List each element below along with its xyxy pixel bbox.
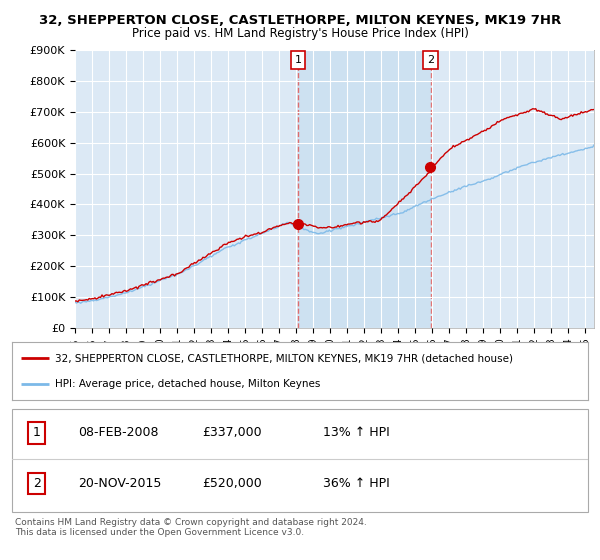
Text: 2: 2	[427, 55, 434, 64]
Text: 1: 1	[295, 55, 301, 64]
Text: 32, SHEPPERTON CLOSE, CASTLETHORPE, MILTON KEYNES, MK19 7HR: 32, SHEPPERTON CLOSE, CASTLETHORPE, MILT…	[39, 14, 561, 27]
Text: 13% ↑ HPI: 13% ↑ HPI	[323, 426, 390, 439]
Text: £520,000: £520,000	[202, 477, 262, 490]
Text: 32, SHEPPERTON CLOSE, CASTLETHORPE, MILTON KEYNES, MK19 7HR (detached house): 32, SHEPPERTON CLOSE, CASTLETHORPE, MILT…	[55, 353, 513, 363]
Text: Price paid vs. HM Land Registry's House Price Index (HPI): Price paid vs. HM Land Registry's House …	[131, 27, 469, 40]
Text: HPI: Average price, detached house, Milton Keynes: HPI: Average price, detached house, Milt…	[55, 379, 320, 389]
Text: 36% ↑ HPI: 36% ↑ HPI	[323, 477, 390, 490]
Text: 20-NOV-2015: 20-NOV-2015	[78, 477, 161, 490]
Text: 08-FEB-2008: 08-FEB-2008	[78, 426, 159, 439]
Text: Contains HM Land Registry data © Crown copyright and database right 2024.
This d: Contains HM Land Registry data © Crown c…	[15, 518, 367, 538]
Text: 2: 2	[33, 477, 41, 490]
Text: £337,000: £337,000	[202, 426, 262, 439]
Text: 1: 1	[33, 426, 41, 439]
Bar	[298, 50, 431, 328]
